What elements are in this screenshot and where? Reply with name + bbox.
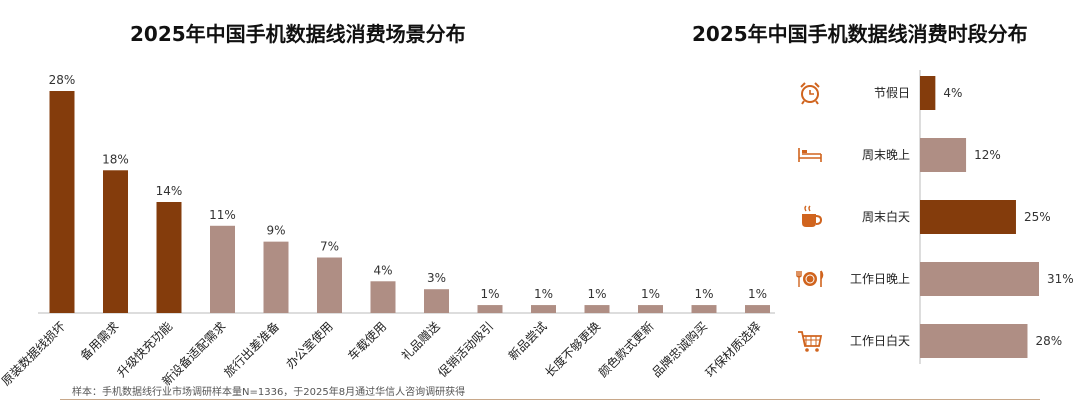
cart-basket <box>798 331 823 347</box>
cup-body <box>802 214 816 227</box>
hbar-category-label-1: 节假日 <box>874 86 910 100</box>
bar-value-label-7: 4% <box>373 263 392 277</box>
bed-frame <box>798 148 822 162</box>
hbar-category-label-5: 工作日白天 <box>850 333 910 348</box>
bottom-divider <box>60 399 1040 400</box>
hbar-4 <box>920 262 1039 296</box>
hbar-value-label-1: 4% <box>943 86 962 100</box>
cup-steam <box>804 205 811 212</box>
right-chart-title: 2025年中国手机数据线消费时段分布 <box>692 22 1028 46</box>
bar-value-label-8: 3% <box>427 271 446 285</box>
bar-2 <box>103 170 128 313</box>
bar-8 <box>424 289 449 313</box>
cart-grid <box>804 336 820 346</box>
sample-note: 样本：手机数据线行业市场调研样本量N=1336，于2025年8月通过华信人咨询调… <box>72 387 466 398</box>
bar-13 <box>691 305 717 313</box>
hbar-5 <box>920 324 1028 358</box>
hbar-1 <box>920 76 936 110</box>
bar-value-label-5: 9% <box>266 224 285 238</box>
clock-feet <box>801 100 819 105</box>
bar-5 <box>263 241 289 313</box>
bar-value-label-11: 1% <box>587 287 606 301</box>
bar-value-label-1: 28% <box>49 73 76 87</box>
clock-face <box>801 85 819 103</box>
bar-10 <box>531 305 556 313</box>
bar-value-label-10: 1% <box>534 287 553 301</box>
bar-value-label-2: 18% <box>102 152 129 166</box>
bar-12 <box>638 305 663 313</box>
clock-bells <box>800 82 820 88</box>
bar-value-label-3: 14% <box>156 184 183 198</box>
hbar-category-label-4: 工作日晚上 <box>850 272 910 286</box>
clock-hands <box>809 90 814 95</box>
bar-value-label-4: 11% <box>209 208 236 222</box>
bar-3 <box>156 202 182 313</box>
bar-4 <box>210 225 235 313</box>
bar-6 <box>317 257 342 313</box>
bar-value-label-12: 1% <box>641 287 660 301</box>
plate-outer <box>803 272 817 286</box>
bar-value-label-13: 1% <box>694 287 713 301</box>
bar-value-label-9: 1% <box>480 287 499 301</box>
plate-cutlery-icon <box>796 270 824 287</box>
hbar-3 <box>920 200 1016 234</box>
bar-value-label-6: 7% <box>320 240 339 254</box>
coffee-cup-icon <box>802 205 823 227</box>
bar-9 <box>477 305 503 313</box>
bed-icon <box>798 148 822 162</box>
alarm-clock-icon <box>800 82 820 105</box>
hbar-value-label-4: 31% <box>1047 272 1074 286</box>
bar-value-label-14: 1% <box>748 287 767 301</box>
hbar-value-label-2: 12% <box>974 148 1001 162</box>
plate-inner <box>805 274 815 284</box>
fork <box>796 271 802 287</box>
knife <box>820 270 824 287</box>
left-chart-title: 2025年中国手机数据线消费场景分布 <box>130 22 466 46</box>
hbar-2 <box>920 138 967 172</box>
cart-wheel-left <box>805 348 809 352</box>
shopping-cart-icon <box>798 331 823 352</box>
cart-wheel-right <box>815 348 819 352</box>
bar-11 <box>584 305 610 313</box>
bar-14 <box>745 305 770 313</box>
bar-7 <box>370 281 396 313</box>
hbar-category-label-3: 周末白天 <box>862 209 910 224</box>
cup-handle <box>815 215 823 225</box>
hbar-category-label-2: 周末晚上 <box>862 148 910 162</box>
bar-1 <box>49 91 75 313</box>
hbar-value-label-3: 25% <box>1024 210 1051 224</box>
hbar-value-label-5: 28% <box>1035 334 1062 348</box>
bed-pillow <box>802 150 807 153</box>
